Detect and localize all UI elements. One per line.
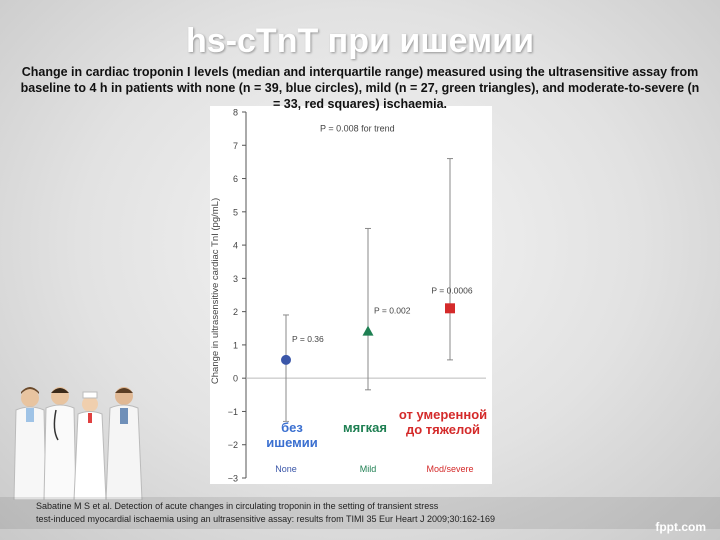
citation-line-1: Sabatine M S et al. Detection of acute c…: [36, 501, 439, 511]
doctor-figure-1: [13, 387, 47, 500]
troponin-chart: −3 −2 −1 0 1 2 3 4 5 6 7 8 Change in ultrasensitive …: [210, 108, 486, 484]
p-value-label: P = 0.0006: [431, 285, 472, 295]
y-tick-label: 8: [233, 108, 238, 118]
citation-line-2: test-induced myocardial ischaemia using …: [36, 514, 496, 524]
y-tick-label: 7: [233, 141, 238, 151]
x-category-label: Mild: [360, 464, 377, 474]
y-axis-label: Change in ultrasensitive cardiac TnI (pg…: [210, 198, 221, 384]
data-point-circle: [281, 354, 291, 365]
watermark: fppt.com: [655, 520, 706, 534]
nurse-figure: [73, 391, 107, 500]
y-tick-label: 0: [233, 374, 238, 384]
citation-bar: Sabatine M S et al. Detection of acute c…: [0, 497, 720, 529]
ru-label-mild-line1: мягкая: [343, 420, 387, 435]
slide-subtitle: Change in cardiac troponin I levels (med…: [20, 65, 700, 111]
ru-label-severe: от умеренной до тяжелой: [388, 407, 498, 437]
y-tick-label: 5: [233, 207, 238, 217]
ru-label-severe-line1: от умеренной: [398, 407, 488, 422]
x-category-label: Mod/severe: [426, 464, 473, 474]
data-point-square: [445, 303, 455, 314]
doctors-illustration: [13, 387, 143, 500]
ru-label-none: без ишемии: [252, 420, 332, 450]
x-category-label: None: [275, 464, 297, 474]
y-tick-label: −2: [228, 440, 238, 450]
y-tick-label: 3: [233, 274, 238, 284]
y-tick-label: 2: [233, 307, 238, 317]
trend-annotation: P = 0.008 for trend: [320, 124, 395, 134]
y-tick-label: 4: [233, 241, 238, 251]
ru-label-none-line2: ишемии: [266, 435, 318, 450]
citation-text: Sabatine M S et al. Detection of acute c…: [36, 500, 636, 526]
p-value-label: P = 0.36: [292, 334, 324, 344]
ru-label-none-line1: без: [281, 420, 303, 435]
ru-label-severe-line2: до тяжелой: [405, 422, 481, 437]
ru-label-mild: мягкая: [330, 420, 400, 435]
slide-title: hs-cTnT при ишемии: [186, 22, 534, 60]
p-value-label: P = 0.002: [374, 306, 411, 316]
y-tick-label: −1: [228, 407, 238, 417]
chart-panel: −3 −2 −1 0 1 2 3 4 5 6 7 8 Change in ultrasensitive …: [210, 106, 492, 484]
y-tick-label: 1: [233, 340, 238, 350]
y-tick-label: −3: [228, 474, 238, 484]
doctor-figure-2: [43, 387, 77, 500]
y-tick-label: 6: [233, 174, 238, 184]
data-point-triangle: [362, 325, 374, 336]
doctor-figure-3: [105, 387, 143, 500]
